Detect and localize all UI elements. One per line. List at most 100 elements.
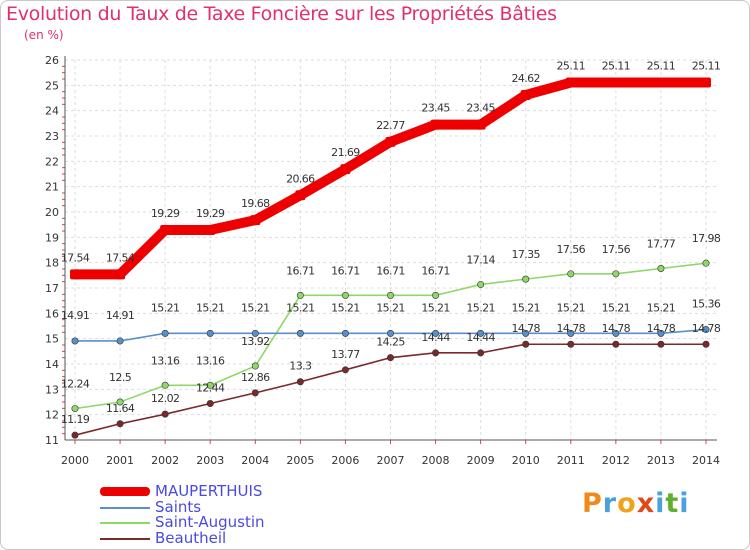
legend-label-saint-augustin: Saint-Augustin: [155, 513, 265, 531]
data-label: 24.62: [511, 72, 540, 85]
data-label: 17.77: [647, 237, 676, 250]
data-label: 11.19: [61, 413, 90, 426]
data-point: [70, 269, 80, 280]
data-point: [206, 381, 214, 389]
x-tick-label: 2011: [557, 454, 585, 467]
legend-swatch-beautheil: [100, 538, 150, 540]
data-point: [341, 366, 349, 374]
data-point: [477, 280, 485, 288]
data-point: [116, 420, 124, 428]
x-tick-label: 2010: [512, 454, 540, 467]
x-tick-label: 2014: [692, 454, 720, 467]
data-label: 25.11: [692, 60, 721, 73]
data-label: 15.21: [602, 301, 631, 314]
x-tick-label: 2009: [467, 454, 495, 467]
data-point: [295, 190, 306, 201]
data-label: 16.71: [421, 264, 450, 277]
data-point: [522, 329, 530, 337]
proxiti-logo: Proxiti: [582, 488, 690, 519]
data-label: 12.02: [151, 392, 180, 405]
x-tick-label: 2013: [647, 454, 675, 467]
data-point: [610, 77, 621, 88]
y-tick-label: 12: [45, 409, 59, 422]
data-point: [477, 349, 485, 357]
data-label: 15.21: [511, 301, 540, 314]
data-point: [522, 275, 530, 283]
logo-letter: P: [582, 488, 603, 519]
legend-swatch-saint-augustin: [100, 522, 150, 524]
data-label: 15.21: [331, 301, 360, 314]
logo-letter: x: [636, 488, 656, 519]
data-point: [161, 381, 169, 389]
data-label: 17.54: [61, 251, 90, 264]
data-label: 16.71: [286, 264, 315, 277]
data-point: [116, 398, 124, 406]
data-point: [386, 329, 394, 337]
data-label: 14.78: [511, 322, 540, 335]
data-point: [612, 340, 620, 348]
data-point: [161, 329, 169, 337]
data-label: 17.54: [106, 251, 135, 264]
x-tick-label: 2008: [422, 454, 450, 467]
x-tick-label: 2007: [377, 454, 405, 467]
legend-label-mauperthuis: MAUPERTHUIS: [155, 482, 263, 500]
data-label: 14.78: [557, 322, 586, 335]
data-label: 16.71: [376, 264, 405, 277]
logo-letter: i: [679, 488, 690, 519]
data-label: 14.91: [61, 309, 90, 322]
y-tick-label: 17: [45, 282, 59, 295]
data-point: [386, 291, 394, 299]
y-tick-label: 16: [45, 307, 59, 320]
data-point: [385, 136, 396, 147]
logo-letter: t: [665, 488, 680, 519]
data-point: [251, 362, 259, 370]
data-label: 13.92: [241, 335, 270, 348]
data-label: 12.44: [196, 382, 225, 395]
data-label: 13.3: [289, 360, 312, 373]
data-label: 15.21: [421, 301, 450, 314]
legend-swatch-mauperthuis: [100, 487, 150, 496]
data-point: [250, 215, 261, 226]
x-tick-label: 2006: [331, 454, 359, 467]
data-point: [296, 378, 304, 386]
data-point: [657, 340, 665, 348]
data-label: 13.16: [151, 354, 180, 367]
data-point: [71, 431, 79, 439]
data-point: [430, 119, 441, 130]
x-tick-label: 2004: [241, 454, 269, 467]
data-label: 15.36: [692, 298, 721, 311]
data-label: 15.21: [557, 301, 586, 314]
y-tick-label: 24: [45, 105, 59, 118]
data-point: [432, 349, 440, 357]
y-tick-label: 20: [45, 206, 59, 219]
x-tick-label: 2012: [602, 454, 630, 467]
y-tick-label: 15: [45, 333, 59, 346]
data-label: 14.78: [647, 322, 676, 335]
chart-title: Evolution du Taux de Taxe Foncière sur l…: [6, 3, 557, 25]
data-point: [701, 77, 711, 88]
data-label: 25.11: [557, 60, 586, 73]
y-tick-label: 13: [45, 383, 59, 396]
x-tick-label: 2001: [106, 454, 134, 467]
data-point: [340, 164, 351, 175]
data-label: 13.77: [331, 348, 360, 361]
data-label: 13.16: [196, 354, 225, 367]
x-tick-label: 2002: [151, 454, 179, 467]
series-mauperthuis: [70, 77, 711, 280]
data-label: 17.56: [557, 243, 586, 256]
plot-area: [65, 60, 717, 440]
data-label: 14.78: [602, 322, 631, 335]
y-tick-label: 25: [45, 79, 59, 92]
data-point: [161, 410, 169, 418]
data-point: [432, 329, 440, 337]
data-label: 14.44: [466, 331, 495, 344]
data-label: 25.11: [647, 60, 676, 73]
data-label: 22.77: [376, 119, 405, 132]
logo-letter: r: [602, 488, 618, 519]
data-point: [477, 329, 485, 337]
data-point: [702, 340, 710, 348]
data-point: [657, 329, 665, 337]
data-point: [612, 270, 620, 278]
data-label: 12.86: [241, 371, 270, 384]
